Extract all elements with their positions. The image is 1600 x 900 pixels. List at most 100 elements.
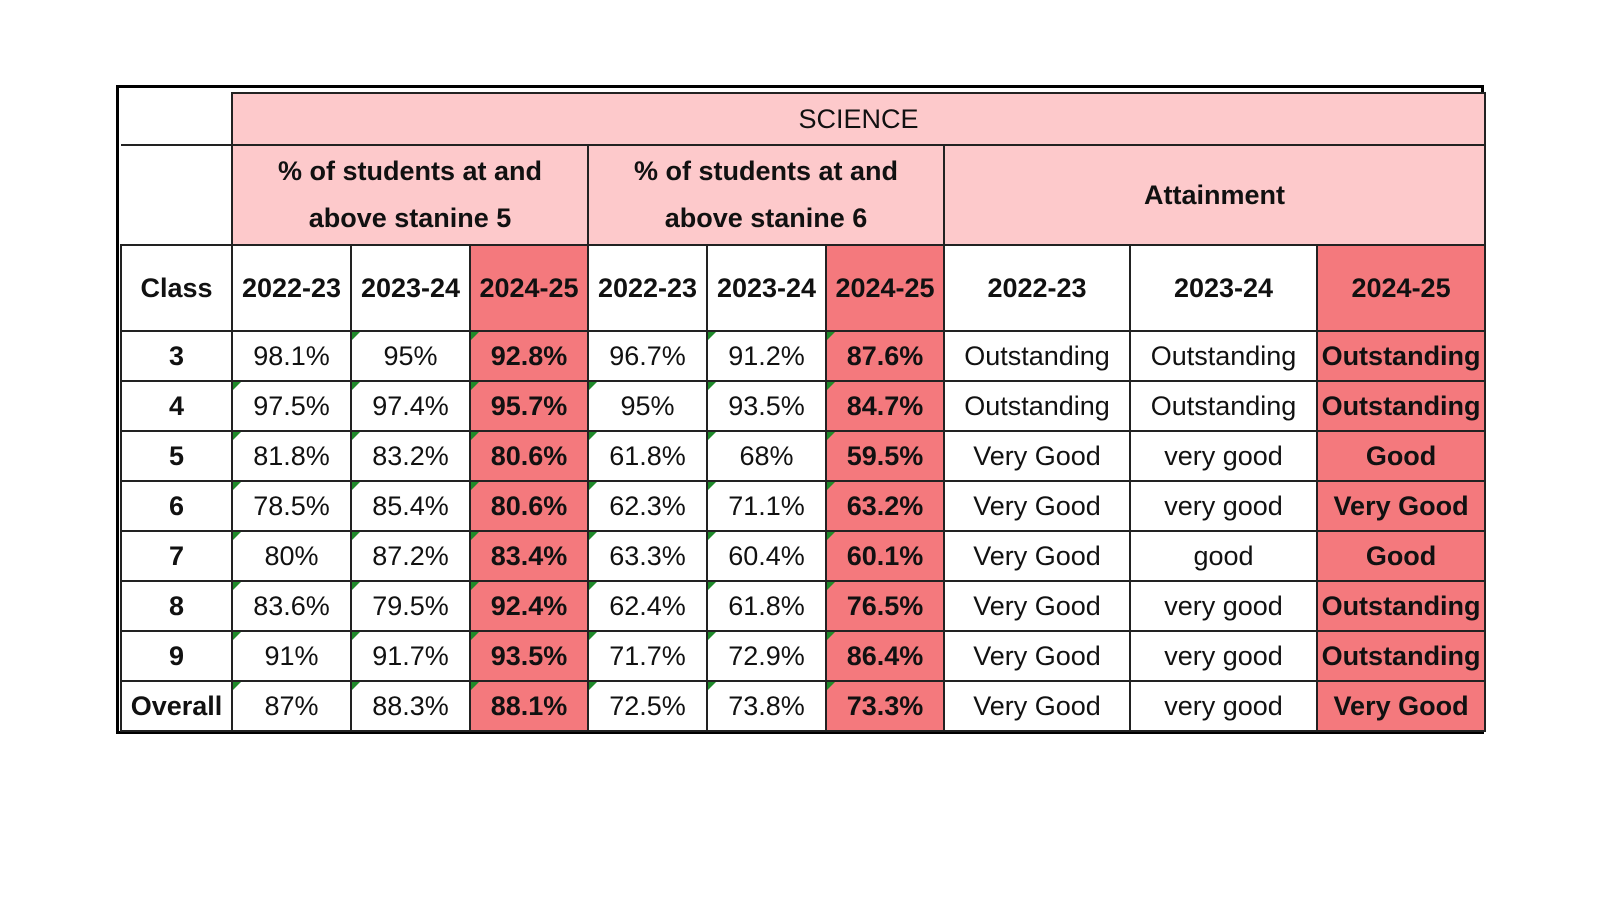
s5-value-cell: 95.7% bbox=[469, 380, 589, 432]
s5-value-cell: 79.5% bbox=[350, 580, 471, 632]
attainment-cell: Very Good bbox=[943, 580, 1131, 632]
class-cell: 6 bbox=[120, 480, 233, 532]
year-header-s6-2: 2024-25 bbox=[825, 244, 945, 332]
subject-header: SCIENCE bbox=[230, 92, 1487, 146]
table-row: 3 98.1% 95% 92.8% 96.7% 91.2% 87.6% Outstanding… bbox=[120, 330, 1487, 382]
group-header-stanine5: % of students at and above stanine 5 bbox=[231, 144, 589, 246]
s6-value-cell: 68% bbox=[706, 430, 827, 482]
s5-value-cell: 88.1% bbox=[469, 680, 589, 732]
s6-value-cell: 61.8% bbox=[587, 430, 708, 482]
s6-value-cell: 71.7% bbox=[587, 630, 708, 682]
class-column-header: Class bbox=[120, 244, 233, 332]
table-row: 7 80% 87.2% 83.4% 63.3% 60.4% 60.1% Very Good go… bbox=[120, 530, 1487, 582]
year-header-s6-1: 2023-24 bbox=[706, 244, 827, 332]
s5-value-cell: 83.4% bbox=[469, 530, 589, 582]
blank-corner-cell-2 bbox=[121, 144, 233, 246]
s5-value-cell: 91% bbox=[231, 630, 352, 682]
year-header-att-0: 2022-23 bbox=[943, 244, 1131, 332]
year-header-s6-0: 2022-23 bbox=[587, 244, 708, 332]
group-header-stanine6: % of students at and above stanine 6 bbox=[587, 144, 945, 246]
s6-value-cell: 62.4% bbox=[587, 580, 708, 632]
class-cell: 5 bbox=[120, 430, 233, 482]
class-cell: 8 bbox=[120, 580, 233, 632]
attainment-cell: very good bbox=[1129, 430, 1318, 482]
s5-value-cell: 78.5% bbox=[231, 480, 352, 532]
s6-value-cell: 76.5% bbox=[825, 580, 945, 632]
year-header-s5-2: 2024-25 bbox=[469, 244, 589, 332]
attainment-cell: Very Good bbox=[943, 530, 1131, 582]
attainment-cell: Outstanding bbox=[943, 330, 1131, 382]
year-header-att-2: 2024-25 bbox=[1315, 244, 1487, 332]
class-cell: 9 bbox=[120, 630, 233, 682]
attainment-cell: very good bbox=[1129, 630, 1318, 682]
s5-value-cell: 83.2% bbox=[350, 430, 471, 482]
s5-value-cell: 85.4% bbox=[350, 480, 471, 532]
class-cell: 4 bbox=[120, 380, 233, 432]
s6-value-cell: 71.1% bbox=[706, 480, 827, 532]
s5-value-cell: 91.7% bbox=[350, 630, 471, 682]
s5-value-cell: 95% bbox=[350, 330, 471, 382]
table-frame: SCIENCE % of students at and above stani… bbox=[116, 85, 1487, 734]
table-row: 4 97.5% 97.4% 95.7% 95% 93.5% 84.7% Outstanding… bbox=[120, 380, 1487, 432]
s5-value-cell: 97.4% bbox=[350, 380, 471, 432]
s5-value-cell: 93.5% bbox=[469, 630, 589, 682]
attainment-cell: Very Good bbox=[1315, 480, 1487, 532]
attainment-cell: Very Good bbox=[943, 430, 1131, 482]
attainment-cell: very good bbox=[1129, 580, 1318, 632]
s5-value-cell: 98.1% bbox=[231, 330, 352, 382]
attainment-cell: very good bbox=[1129, 680, 1318, 732]
year-header-s5-0: 2022-23 bbox=[231, 244, 352, 332]
s6-value-cell: 60.4% bbox=[706, 530, 827, 582]
s6-value-cell: 62.3% bbox=[587, 480, 708, 532]
s6-value-cell: 96.7% bbox=[587, 330, 708, 382]
table-row: Overall 87% 88.3% 88.1% 72.5% 73.8% 73.3% Very … bbox=[120, 680, 1487, 732]
s5-value-cell: 83.6% bbox=[231, 580, 352, 632]
attainment-cell: good bbox=[1129, 530, 1318, 582]
attainment-cell: Outstanding bbox=[1315, 330, 1487, 382]
attainment-cell: Outstanding bbox=[1315, 580, 1487, 632]
s5-value-cell: 87.2% bbox=[350, 530, 471, 582]
s6-value-cell: 63.3% bbox=[587, 530, 708, 582]
class-cell: 7 bbox=[120, 530, 233, 582]
attainment-cell: Very Good bbox=[943, 680, 1131, 732]
s6-value-cell: 93.5% bbox=[706, 380, 827, 432]
blank-corner-cell bbox=[121, 93, 233, 146]
s6-value-cell: 73.3% bbox=[825, 680, 945, 732]
s5-value-cell: 88.3% bbox=[350, 680, 471, 732]
group-header-attainment: Attainment bbox=[942, 144, 1487, 246]
s5-value-cell: 80.6% bbox=[469, 430, 589, 482]
class-cell: Overall bbox=[120, 680, 233, 732]
attainment-cell: Outstanding bbox=[1315, 380, 1487, 432]
s6-value-cell: 63.2% bbox=[825, 480, 945, 532]
s5-value-cell: 80.6% bbox=[469, 480, 589, 532]
table-row: 5 81.8% 83.2% 80.6% 61.8% 68% 59.5% Very Good ve… bbox=[120, 430, 1487, 482]
attainment-cell: Good bbox=[1315, 430, 1487, 482]
attainment-cell: Outstanding bbox=[1129, 380, 1318, 432]
science-results-table: SCIENCE % of students at and above stani… bbox=[120, 92, 1487, 732]
s6-value-cell: 61.8% bbox=[706, 580, 827, 632]
table-row: 6 78.5% 85.4% 80.6% 62.3% 71.1% 63.2% Very Good… bbox=[120, 480, 1487, 532]
s6-value-cell: 84.7% bbox=[825, 380, 945, 432]
year-header-s5-1: 2023-24 bbox=[350, 244, 471, 332]
table-row: 8 83.6% 79.5% 92.4% 62.4% 61.8% 76.5% Very Good… bbox=[120, 580, 1487, 632]
s5-value-cell: 81.8% bbox=[231, 430, 352, 482]
s5-value-cell: 87% bbox=[231, 680, 352, 732]
attainment-cell: Very Good bbox=[1315, 680, 1487, 732]
s6-value-cell: 86.4% bbox=[825, 630, 945, 682]
attainment-cell: Good bbox=[1315, 530, 1487, 582]
s6-value-cell: 72.9% bbox=[706, 630, 827, 682]
s5-value-cell: 80% bbox=[231, 530, 352, 582]
attainment-cell: Outstanding bbox=[1129, 330, 1318, 382]
s6-value-cell: 72.5% bbox=[587, 680, 708, 732]
attainment-cell: Very Good bbox=[943, 480, 1131, 532]
attainment-cell: very good bbox=[1129, 480, 1318, 532]
table-row: 9 91% 91.7% 93.5% 71.7% 72.9% 86.4% Very Good ve… bbox=[120, 630, 1487, 682]
attainment-cell: Outstanding bbox=[1315, 630, 1487, 682]
s6-value-cell: 87.6% bbox=[825, 330, 945, 382]
s5-value-cell: 97.5% bbox=[231, 380, 352, 432]
year-header-att-1: 2023-24 bbox=[1129, 244, 1318, 332]
s6-value-cell: 60.1% bbox=[825, 530, 945, 582]
s6-value-cell: 91.2% bbox=[706, 330, 827, 382]
s6-value-cell: 95% bbox=[587, 380, 708, 432]
class-cell: 3 bbox=[120, 330, 233, 382]
